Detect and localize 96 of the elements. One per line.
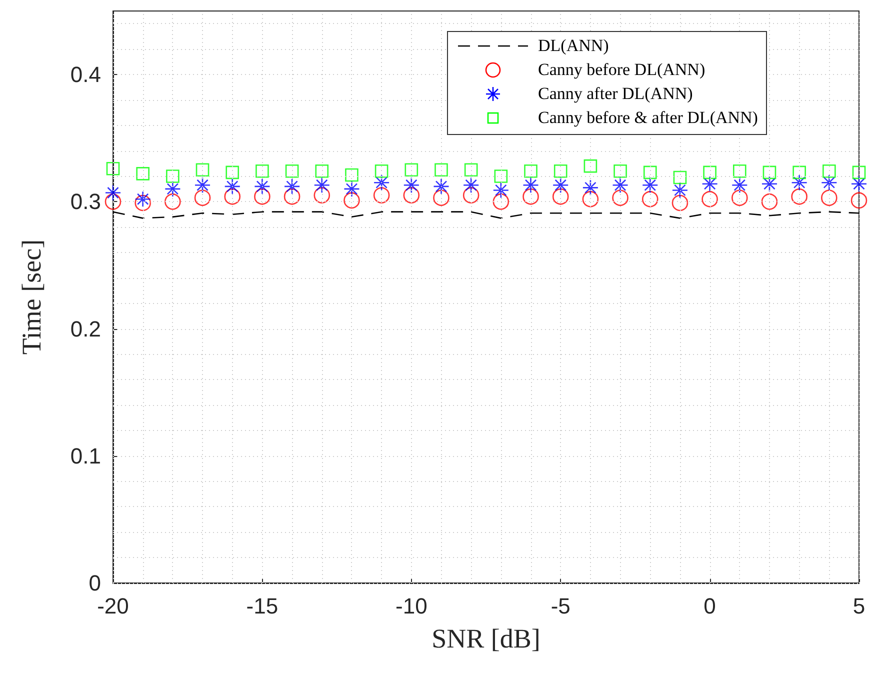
point (314, 187, 330, 204)
point (374, 164, 388, 178)
x-tick-label: 5 (852, 594, 866, 618)
point (224, 188, 241, 205)
x-tick-label: -15 (246, 594, 278, 618)
point (256, 164, 269, 178)
point (761, 194, 778, 210)
x-tick-label: -10 (396, 594, 428, 618)
point (612, 176, 628, 194)
point (164, 180, 181, 198)
y-axis-title: Time [sec] (16, 239, 46, 355)
point (194, 190, 211, 206)
point (106, 162, 120, 176)
point (104, 184, 122, 201)
y-tick-label: 0.4 (70, 62, 101, 88)
point (552, 176, 569, 194)
point (134, 190, 151, 208)
point (315, 164, 329, 178)
point (284, 178, 300, 195)
x-tick-label: -20 (97, 594, 129, 618)
point (373, 187, 390, 204)
legend-label: DL(ANN) (538, 35, 609, 57)
point (492, 182, 510, 198)
point (703, 166, 716, 180)
point (492, 194, 510, 210)
point (464, 163, 478, 177)
point (134, 194, 151, 212)
point (582, 190, 599, 208)
point (582, 180, 599, 196)
point (254, 178, 270, 195)
point (434, 163, 448, 177)
point (462, 187, 480, 204)
point (254, 188, 270, 205)
point (642, 176, 658, 194)
x-tick-label: -5 (550, 594, 570, 618)
point (673, 170, 687, 184)
point (761, 176, 778, 192)
point (522, 176, 539, 194)
point (850, 176, 868, 192)
y-tick-label: 0.2 (70, 316, 101, 342)
point (285, 164, 299, 178)
point (164, 194, 181, 210)
point (822, 164, 836, 178)
point (584, 159, 598, 173)
point (852, 166, 866, 180)
point (731, 176, 748, 194)
point (196, 163, 210, 177)
point (345, 168, 358, 182)
point (850, 192, 868, 209)
legend-label: Canny before DL(ANN) (538, 59, 706, 81)
point (403, 176, 420, 194)
point (284, 188, 300, 205)
point (433, 190, 450, 206)
point (821, 190, 838, 206)
point (403, 187, 420, 204)
point (672, 182, 688, 198)
point (643, 166, 657, 180)
point (226, 166, 240, 180)
point (194, 176, 211, 194)
point (554, 164, 568, 178)
point (732, 190, 748, 206)
point (642, 190, 658, 208)
point (791, 174, 808, 191)
x-tick-label: 0 (704, 594, 716, 618)
point (314, 176, 330, 194)
line-series (112, 211, 860, 219)
point (614, 164, 627, 178)
point (104, 194, 122, 210)
point (494, 170, 508, 183)
point (344, 192, 360, 209)
point (792, 166, 806, 180)
y-tick-label: 0.3 (70, 189, 101, 214)
point (166, 170, 180, 183)
legend-label: Canny after DL(ANN) (538, 83, 693, 105)
x-axis-title: SNR [dB] (432, 624, 540, 654)
point (702, 176, 718, 192)
point (702, 190, 718, 208)
point (524, 164, 538, 178)
point (821, 174, 838, 191)
point (791, 188, 808, 205)
point (672, 194, 688, 212)
y-tick-label: 0.1 (70, 443, 101, 468)
point (373, 174, 390, 191)
point (552, 188, 569, 205)
point (224, 178, 241, 195)
point (136, 167, 150, 180)
point (762, 166, 776, 180)
point (344, 180, 360, 198)
point (522, 188, 539, 205)
point (404, 163, 418, 177)
point (612, 190, 628, 206)
point (732, 164, 746, 178)
point (433, 178, 450, 195)
point (462, 176, 480, 194)
y-tick-label: 0 (88, 570, 101, 596)
legend-label: Canny before & after DL(ANN) (538, 107, 758, 129)
